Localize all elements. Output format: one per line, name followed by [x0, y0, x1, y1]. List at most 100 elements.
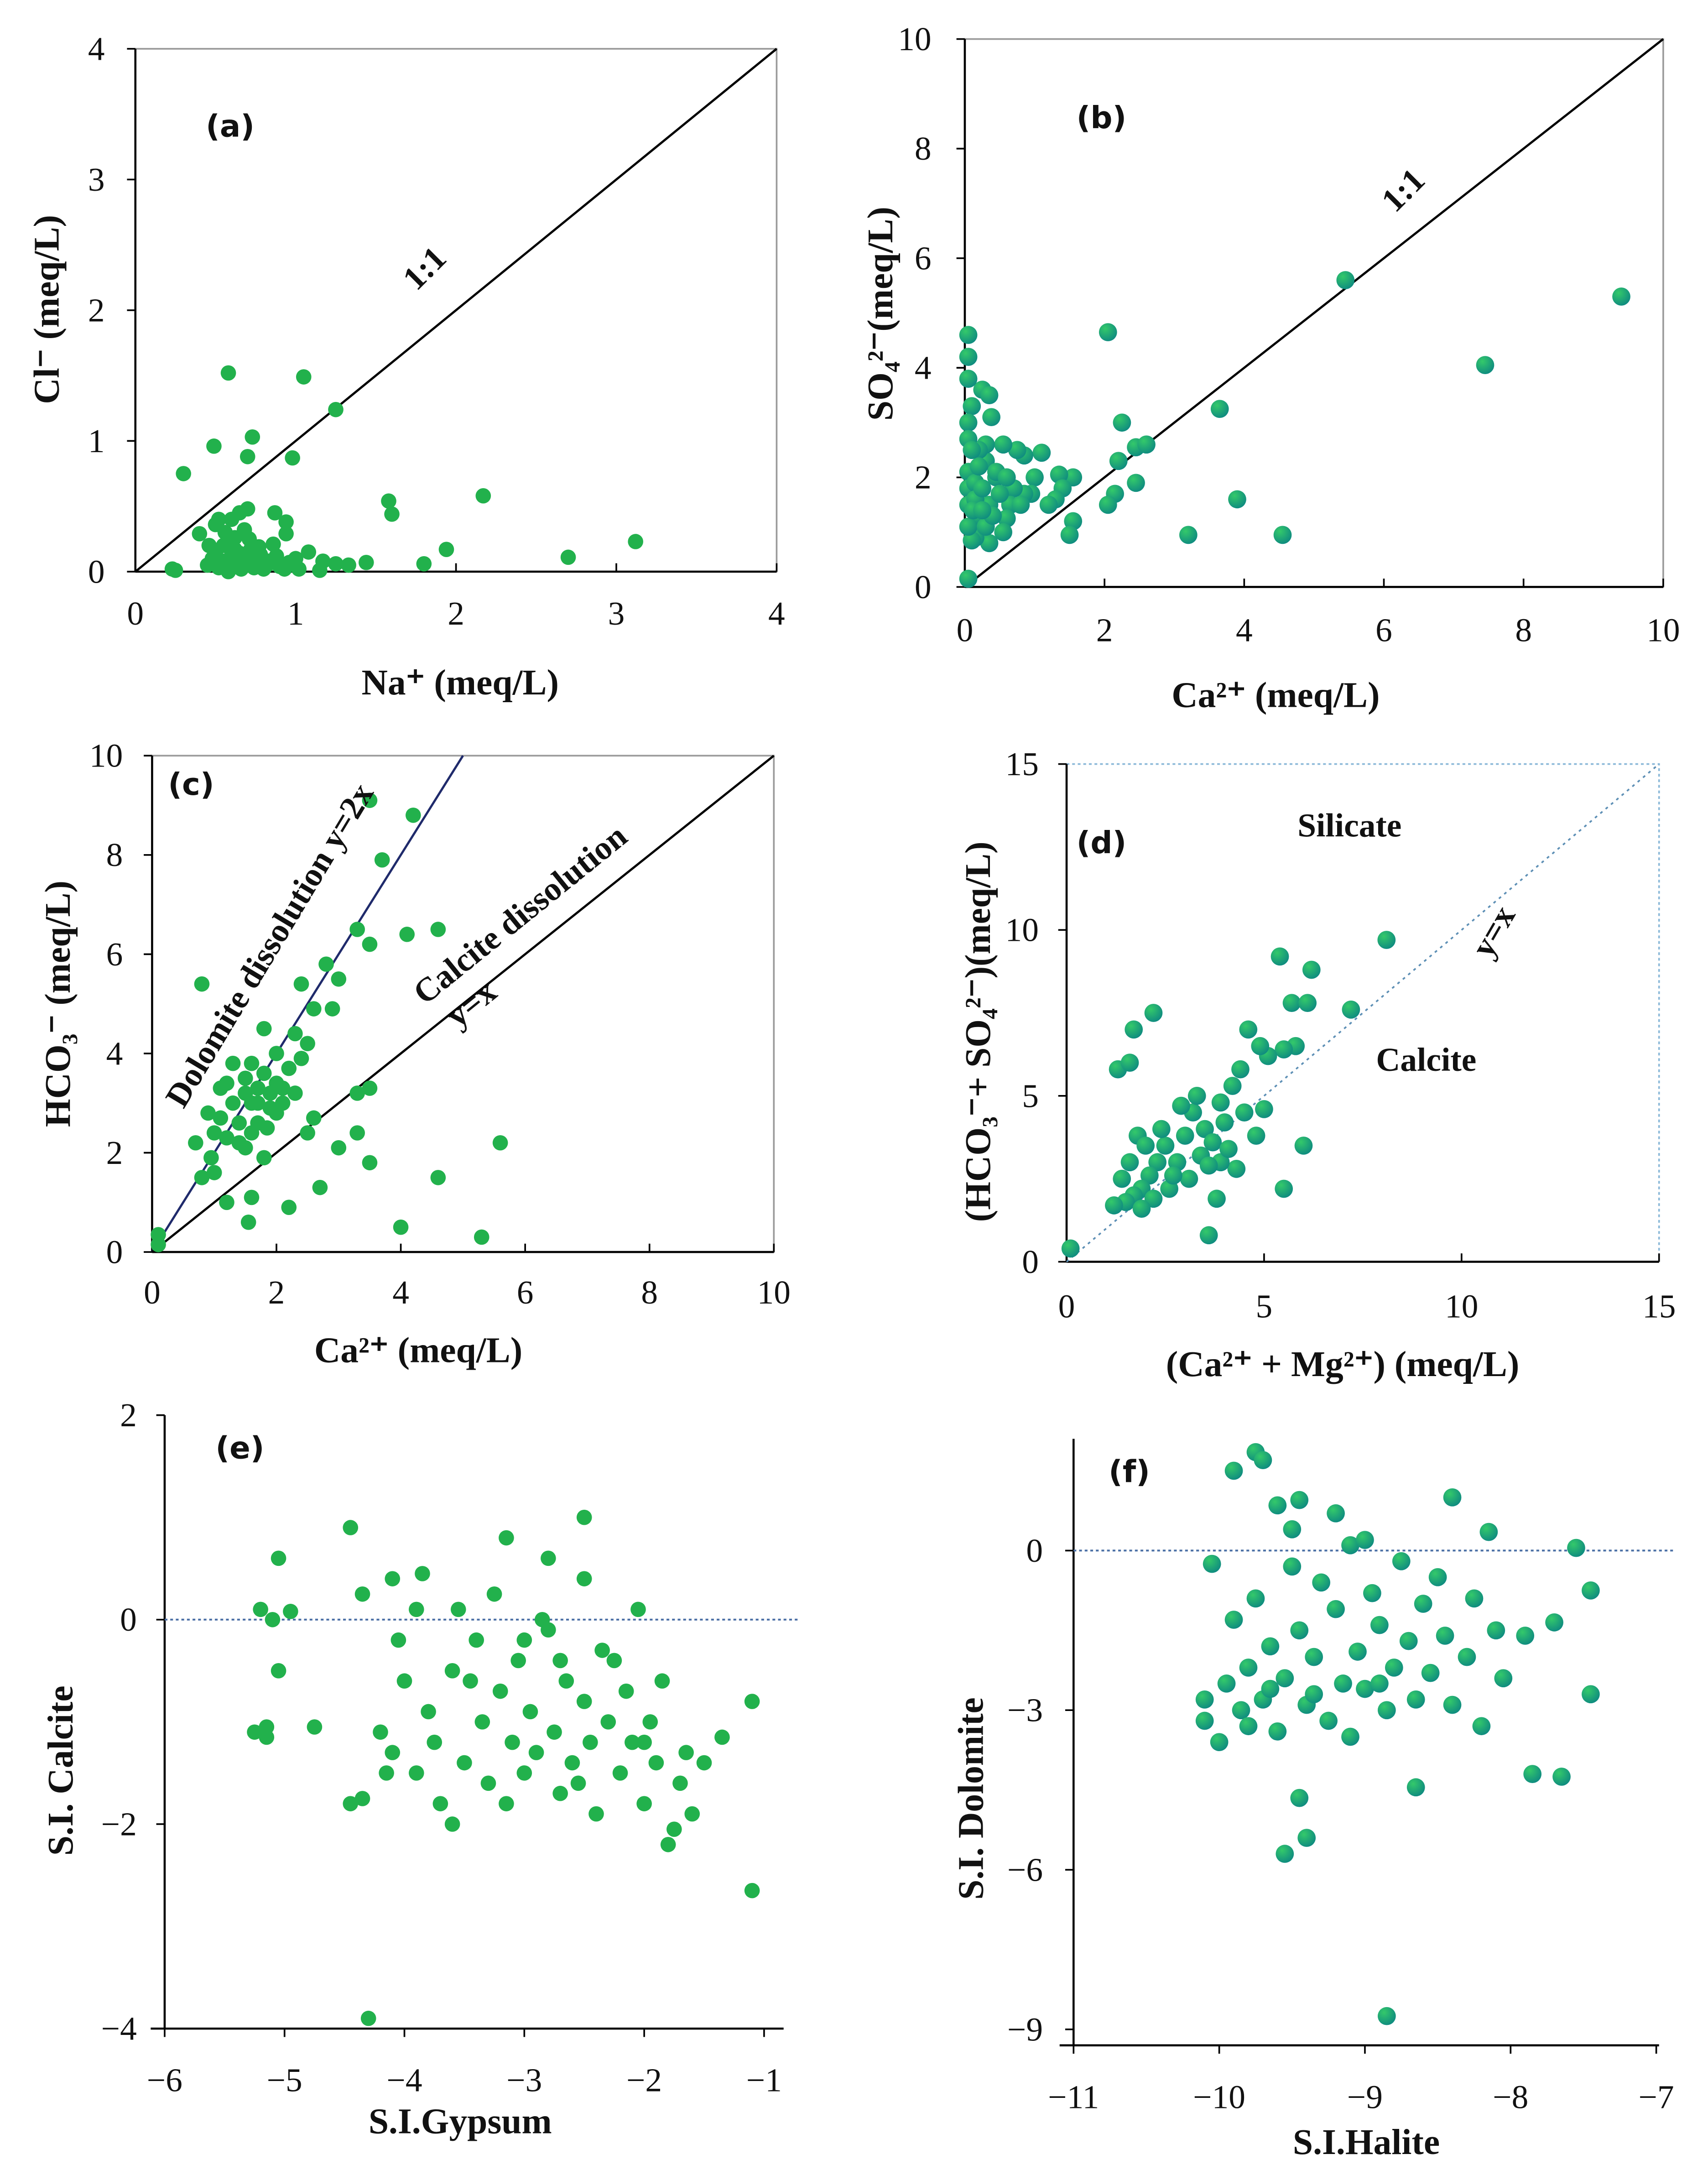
data-point — [1294, 1137, 1313, 1155]
data-point — [1319, 1711, 1338, 1730]
data-point — [151, 1236, 166, 1252]
data-point — [293, 1051, 309, 1066]
x-tick-label: −10 — [1193, 2078, 1245, 2115]
data-point — [176, 466, 191, 481]
y-tick-label: 1 — [88, 422, 105, 459]
data-point — [1235, 1103, 1254, 1122]
y-tick-label: 5 — [1022, 1077, 1039, 1114]
data-point — [256, 1021, 272, 1037]
data-point — [331, 971, 347, 987]
data-point — [982, 408, 1000, 427]
data-point — [312, 1179, 328, 1195]
data-point — [744, 1883, 760, 1899]
data-point — [744, 1694, 760, 1709]
data-point — [1363, 1584, 1381, 1602]
data-point — [636, 1796, 652, 1811]
data-point — [492, 1135, 508, 1151]
panel-label: (e) — [215, 1430, 264, 1466]
data-point — [1336, 271, 1355, 289]
data-point — [1164, 1166, 1182, 1185]
data-point — [430, 922, 446, 937]
x-tick-label: 2 — [1096, 612, 1113, 649]
scatter-panel-a: 0 1 2 3 4 0 1 2 3 4 (a) Na⁺ (meq/L) Cl⁻ (meq/L) 1:1 — [27, 30, 785, 702]
data-point — [1254, 1451, 1272, 1470]
data-point — [959, 517, 978, 536]
data-point — [963, 531, 981, 550]
data-point — [1156, 1137, 1175, 1155]
data-point — [1008, 441, 1026, 459]
data-point — [1327, 1600, 1345, 1618]
data-point — [408, 1601, 424, 1617]
data-point — [474, 1714, 490, 1730]
x-axis-label: Na⁺ (meq/L) — [362, 662, 559, 703]
panel-label: (f) — [1109, 1454, 1150, 1489]
data-point — [1105, 1196, 1123, 1215]
data-point — [1275, 1040, 1293, 1059]
data-point — [1125, 1020, 1143, 1039]
data-point — [672, 1775, 688, 1791]
data-point — [307, 1719, 323, 1735]
data-point — [558, 1673, 574, 1689]
x-tick-label: 10 — [757, 1274, 791, 1311]
data-point — [318, 956, 334, 972]
data-point — [499, 1530, 514, 1546]
x-tick-label: 0 — [957, 612, 974, 649]
data-point — [474, 1229, 489, 1245]
data-point — [1199, 1156, 1218, 1175]
data-point — [267, 505, 283, 521]
reference-line-2 — [151, 755, 775, 1253]
y-axis-label: SO₄²⁻(meq/L) — [860, 207, 901, 421]
x-tick-label: −11 — [1048, 2078, 1099, 2115]
x-tick-label: −8 — [1493, 2078, 1528, 2115]
data-point — [648, 1755, 664, 1771]
y-axis-label: HCO₃⁻ (meq/L) — [38, 881, 78, 1127]
data-point — [283, 1604, 298, 1619]
data-point — [250, 1080, 266, 1096]
data-point — [220, 564, 236, 579]
x-tick-label: 10 — [1445, 1288, 1478, 1325]
data-point — [1261, 1637, 1280, 1656]
data-point — [997, 509, 1016, 528]
data-point — [1582, 1581, 1600, 1600]
data-point — [1224, 1461, 1243, 1480]
x-tick-label: −1 — [746, 2062, 782, 2099]
data-point — [576, 1509, 592, 1525]
data-point — [1392, 1552, 1411, 1570]
data-point — [450, 1601, 466, 1617]
data-point — [1144, 1189, 1163, 1208]
x-axis-label: Ca²⁺ (meq/L) — [314, 1330, 522, 1370]
data-point — [1224, 1611, 1243, 1629]
y-tick-label: 0 — [915, 569, 932, 605]
x-tick-label: −7 — [1639, 2078, 1674, 2115]
y-tick-label: −6 — [1007, 1851, 1043, 1888]
data-point — [1255, 1100, 1273, 1118]
data-point — [588, 1806, 604, 1822]
data-point — [618, 1683, 634, 1699]
data-point — [240, 501, 255, 517]
data-point — [994, 523, 1012, 542]
data-point — [194, 976, 210, 992]
data-point — [1356, 1531, 1374, 1549]
x-tick-label: 8 — [1515, 612, 1532, 649]
data-point — [244, 1125, 260, 1141]
y-tick-label: −2 — [101, 1805, 137, 1842]
data-point — [408, 1765, 424, 1781]
y-tick-label: −3 — [1007, 1692, 1043, 1729]
scatter-panel-e: −6 −5 −4 −3 −2 −1 −4 −2 0 2 (e) S.I.Gypsum S.I. Calc… — [41, 1397, 798, 2141]
data-point — [594, 1643, 610, 1658]
data-point — [666, 1821, 682, 1837]
data-point — [349, 1125, 365, 1141]
data-point — [1472, 1717, 1491, 1736]
data-point — [328, 556, 344, 572]
data-point — [300, 1036, 315, 1051]
data-point — [281, 1200, 297, 1215]
data-point — [480, 1775, 496, 1791]
x-tick-label: −3 — [506, 2062, 542, 2099]
data-point — [1327, 1504, 1345, 1523]
data-point — [266, 536, 281, 552]
y-tick-label: −4 — [101, 2010, 137, 2047]
x-axis-label: S.I.Halite — [1293, 2122, 1440, 2162]
data-point — [492, 1683, 508, 1699]
data-point — [522, 1704, 538, 1720]
data-point — [1060, 526, 1079, 544]
